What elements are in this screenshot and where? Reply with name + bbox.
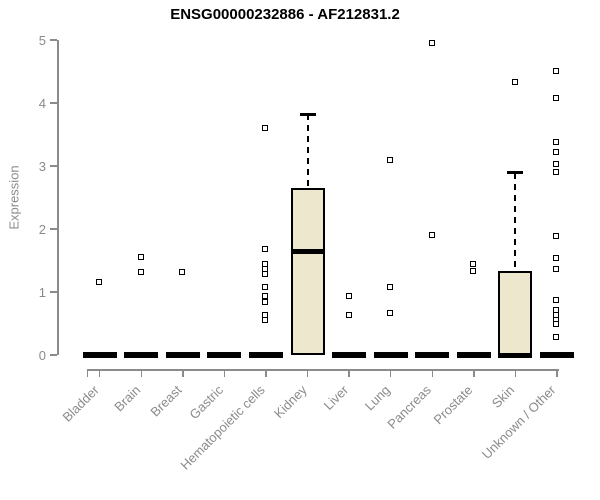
median-line: [124, 352, 159, 358]
x-axis-line: [86, 369, 559, 371]
median-line: [498, 352, 533, 358]
median-line: [207, 352, 242, 358]
x-axis-tick: [431, 369, 433, 377]
outlier-point: [553, 233, 560, 240]
x-axis-tick: [223, 369, 226, 377]
outlier-point: [262, 299, 269, 306]
y-axis-tick: [50, 102, 57, 104]
outlier-point: [553, 160, 560, 167]
outlier-point: [553, 168, 560, 175]
x-axis-tick: [514, 369, 517, 377]
outlier-point: [553, 255, 560, 262]
x-axis-tick: [306, 369, 309, 377]
x-axis-tick: [348, 369, 350, 377]
outlier-point: [553, 297, 560, 304]
y-axis-line: [57, 40, 59, 355]
whisker-line: [514, 172, 517, 271]
outlier-point: [470, 260, 477, 267]
outlier-point: [345, 292, 352, 299]
outlier-point: [137, 253, 144, 260]
outlier-point: [428, 39, 435, 46]
x-axis-tick: [98, 369, 101, 377]
median-line: [248, 352, 283, 358]
outlier-point: [262, 311, 269, 318]
x-axis-tick: [473, 369, 475, 377]
y-tick-label: 0: [38, 347, 46, 363]
y-axis-tick: [50, 354, 57, 356]
y-tick-label: 4: [38, 95, 46, 111]
x-axis-tick: [389, 369, 392, 377]
y-axis-tick: [50, 165, 57, 167]
y-axis-tick: [50, 291, 57, 293]
outlier-point: [553, 148, 560, 155]
x-tick-label-text: Gastric: [186, 382, 227, 423]
box: [498, 270, 533, 355]
y-axis-tick: [50, 228, 57, 230]
median-line: [165, 352, 200, 358]
outlier-point: [553, 333, 560, 340]
outlier-point: [553, 320, 560, 327]
y-tick-label: 1: [38, 284, 46, 300]
median-line: [415, 352, 450, 358]
outlier-point: [345, 312, 352, 319]
outlier-point: [262, 284, 269, 291]
x-tick-label-text: Prostate: [430, 382, 476, 428]
outlier-point: [553, 266, 560, 273]
x-tick-label-text: Lung: [361, 382, 393, 414]
x-tick-label-text: Breast: [147, 382, 185, 420]
median-line: [332, 352, 367, 358]
outlier-point: [470, 267, 477, 274]
x-tick-label-text: Hematopoietic cells: [177, 382, 268, 473]
median-line: [373, 352, 408, 358]
x-tick-label-text: Brain: [111, 382, 144, 415]
outlier-point: [96, 279, 103, 286]
x-tick-label-text: Kidney: [270, 382, 310, 422]
outlier-point: [553, 68, 560, 74]
outlier-point: [387, 309, 394, 316]
outlier-point: [262, 125, 269, 132]
x-tick-label-text: Bladder: [59, 382, 102, 425]
x-tick-label-text: Pancreas: [384, 382, 435, 432]
x-axis-end-tick: [86, 369, 89, 377]
x-axis-tick: [140, 369, 143, 377]
outlier-point: [511, 79, 518, 86]
x-axis-tick: [556, 369, 558, 377]
chart-title: ENSG00000232886 - AF212831.2: [170, 6, 400, 23]
y-axis-tick: [50, 39, 57, 41]
box: [290, 188, 325, 355]
outlier-point: [262, 270, 269, 277]
outlier-point: [553, 95, 560, 102]
outlier-point: [387, 157, 394, 164]
y-tick-label: 2: [38, 221, 46, 237]
x-tick-label-text: Skin: [488, 382, 518, 411]
whisker-cap: [299, 112, 316, 116]
outlier-point: [553, 138, 560, 145]
y-tick-label: 5: [38, 32, 46, 48]
x-axis-tick: [182, 369, 184, 377]
x-axis-tick: [265, 369, 267, 377]
y-tick-label: 3: [38, 158, 46, 174]
x-tick-label-text: Unknown / Other: [479, 382, 559, 462]
median-line: [82, 352, 117, 358]
x-tick-label-text: Liver: [320, 382, 352, 413]
outlier-point: [262, 245, 269, 252]
median-line: [456, 352, 491, 358]
outlier-point: [387, 284, 394, 291]
median-line: [539, 352, 574, 358]
outlier-point: [428, 232, 435, 239]
outlier-point: [262, 292, 269, 299]
whisker-cap: [507, 171, 524, 175]
outlier-point: [262, 317, 269, 324]
outlier-point: [137, 268, 144, 275]
whisker-line: [306, 114, 309, 189]
median-line: [290, 249, 325, 255]
y-axis-title: Expression: [6, 165, 22, 230]
outlier-point: [179, 268, 186, 275]
